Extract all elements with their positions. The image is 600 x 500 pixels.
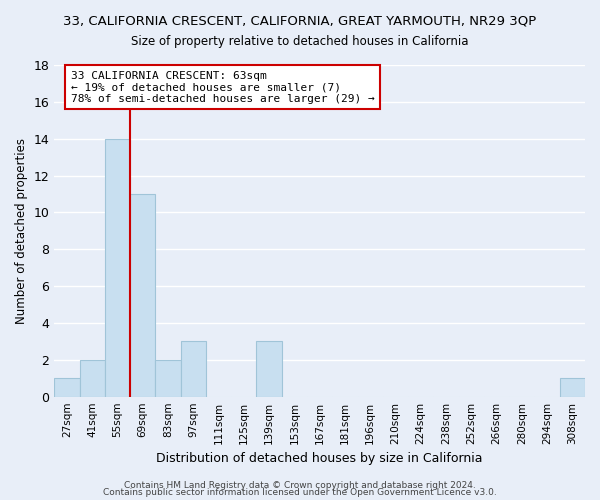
Text: 33 CALIFORNIA CRESCENT: 63sqm
← 19% of detached houses are smaller (7)
78% of se: 33 CALIFORNIA CRESCENT: 63sqm ← 19% of d…	[71, 70, 374, 104]
Bar	[181, 342, 206, 396]
Bar	[560, 378, 585, 396]
Bar	[130, 194, 155, 396]
Text: 33, CALIFORNIA CRESCENT, CALIFORNIA, GREAT YARMOUTH, NR29 3QP: 33, CALIFORNIA CRESCENT, CALIFORNIA, GRE…	[64, 15, 536, 28]
Text: Contains public sector information licensed under the Open Government Licence v3: Contains public sector information licen…	[103, 488, 497, 497]
Text: Size of property relative to detached houses in California: Size of property relative to detached ho…	[131, 35, 469, 48]
Bar	[155, 360, 181, 397]
Bar	[256, 342, 282, 396]
X-axis label: Distribution of detached houses by size in California: Distribution of detached houses by size …	[157, 452, 483, 465]
Bar	[105, 138, 130, 396]
Text: Contains HM Land Registry data © Crown copyright and database right 2024.: Contains HM Land Registry data © Crown c…	[124, 480, 476, 490]
Bar	[80, 360, 105, 397]
Bar	[54, 378, 80, 396]
Y-axis label: Number of detached properties: Number of detached properties	[15, 138, 28, 324]
